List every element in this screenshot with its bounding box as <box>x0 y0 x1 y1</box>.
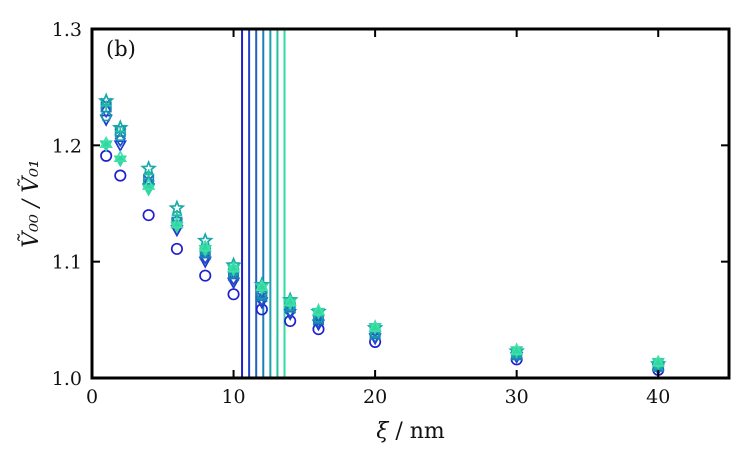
data-point-s9-1 <box>113 150 127 162</box>
data-point-s7-2 <box>143 169 154 180</box>
data-point-s0-3 <box>170 242 183 255</box>
y-tick-label: 1.3 <box>52 19 82 41</box>
data-point-s8-2 <box>141 184 156 197</box>
y-tick-label: 1.2 <box>52 135 82 157</box>
x-tick-label: 20 <box>363 386 387 408</box>
data-point-s5-6 <box>255 287 268 300</box>
data-point-s9-7 <box>283 294 297 307</box>
panel-label: (b) <box>106 37 136 61</box>
data-point-s9-9 <box>368 319 382 332</box>
data-point-s7-0 <box>100 100 112 111</box>
data-point-s9-8 <box>311 303 326 316</box>
data-point-s0-2 <box>142 209 155 222</box>
data-point-s9-3 <box>170 216 184 229</box>
x-tick-label: 40 <box>646 386 670 408</box>
x-axis-label: ξ / nm <box>376 419 445 444</box>
data-points <box>97 92 667 376</box>
x-axis-label-symbol: ξ <box>376 419 390 444</box>
data-point-s9-10 <box>510 343 524 356</box>
data-point-s2-0 <box>100 102 112 119</box>
data-point-s9-4 <box>198 239 212 252</box>
data-point-s0-4 <box>199 269 212 282</box>
data-point-s0-5 <box>227 288 240 301</box>
data-point-s9-6 <box>255 279 269 292</box>
data-point-s0-1 <box>114 169 127 182</box>
x-tick-label: 30 <box>505 386 529 408</box>
x-axis-label-unit: / nm <box>388 419 445 444</box>
y-axis-label: Ṽ₀₀ / Ṽ₀₁ <box>16 159 44 247</box>
x-tick-label: 10 <box>221 386 245 408</box>
y-tick-label: 1.0 <box>52 368 82 390</box>
x-tick-label: 0 <box>86 386 98 408</box>
data-point-s9-5 <box>226 260 241 273</box>
data-point-s9-0 <box>99 136 113 149</box>
data-point-s2-9 <box>369 328 381 344</box>
data-point-s1-1 <box>113 140 127 153</box>
data-point-s9-11 <box>651 354 665 367</box>
data-point-s5-0 <box>100 109 113 122</box>
y-tick-label: 1.1 <box>52 252 82 274</box>
ticks: 0 10 20 30 40 1.0 1.1 1.2 1.3 <box>52 19 729 408</box>
data-point-s2-8 <box>313 313 324 329</box>
data-point-s9-2 <box>141 177 156 190</box>
plot-frame <box>90 27 731 380</box>
vertical-lines <box>241 29 286 378</box>
data-point-s7-1 <box>115 126 126 137</box>
